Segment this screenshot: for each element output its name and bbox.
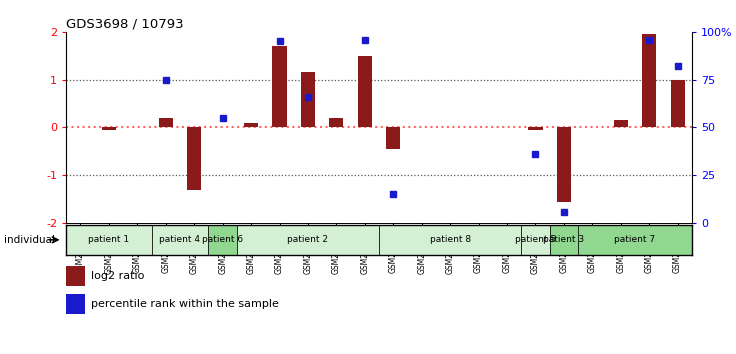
- Text: patient 4: patient 4: [160, 235, 200, 244]
- Text: patient 7: patient 7: [615, 235, 656, 244]
- Bar: [301, 73, 315, 127]
- Bar: [379, 225, 521, 255]
- Bar: [237, 225, 379, 255]
- Bar: [521, 225, 550, 255]
- Bar: [66, 266, 85, 286]
- Text: patient 6: patient 6: [202, 235, 243, 244]
- Bar: [556, 127, 571, 201]
- Bar: [642, 34, 657, 127]
- Text: log2 ratio: log2 ratio: [91, 271, 145, 281]
- Bar: [578, 225, 692, 255]
- Text: patient 8: patient 8: [430, 235, 471, 244]
- Bar: [66, 294, 85, 314]
- Text: GDS3698 / 10793: GDS3698 / 10793: [66, 18, 184, 31]
- Bar: [187, 127, 202, 190]
- Text: patient 1: patient 1: [88, 235, 130, 244]
- Text: patient 3: patient 3: [543, 235, 584, 244]
- Bar: [329, 118, 344, 127]
- Bar: [272, 46, 286, 127]
- Text: patient 5: patient 5: [515, 235, 556, 244]
- Bar: [550, 225, 578, 255]
- Bar: [244, 123, 258, 127]
- Bar: [358, 56, 372, 127]
- Bar: [66, 225, 152, 255]
- Bar: [159, 118, 173, 127]
- Bar: [152, 225, 208, 255]
- Text: individual: individual: [4, 235, 54, 245]
- Text: patient 2: patient 2: [288, 235, 328, 244]
- Bar: [528, 127, 542, 130]
- Text: percentile rank within the sample: percentile rank within the sample: [91, 299, 279, 309]
- Bar: [208, 225, 237, 255]
- Bar: [386, 127, 400, 149]
- Bar: [670, 80, 684, 127]
- Bar: [102, 127, 116, 130]
- Bar: [614, 120, 628, 127]
